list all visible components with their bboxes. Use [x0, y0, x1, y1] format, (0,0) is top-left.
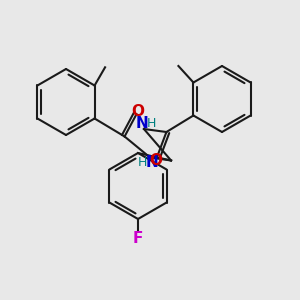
- Text: O: O: [149, 153, 162, 168]
- Text: F: F: [133, 231, 143, 246]
- Text: H: H: [147, 117, 156, 130]
- Text: O: O: [132, 103, 145, 118]
- Text: N: N: [136, 116, 149, 131]
- Text: N: N: [145, 155, 158, 170]
- Text: H: H: [138, 156, 147, 170]
